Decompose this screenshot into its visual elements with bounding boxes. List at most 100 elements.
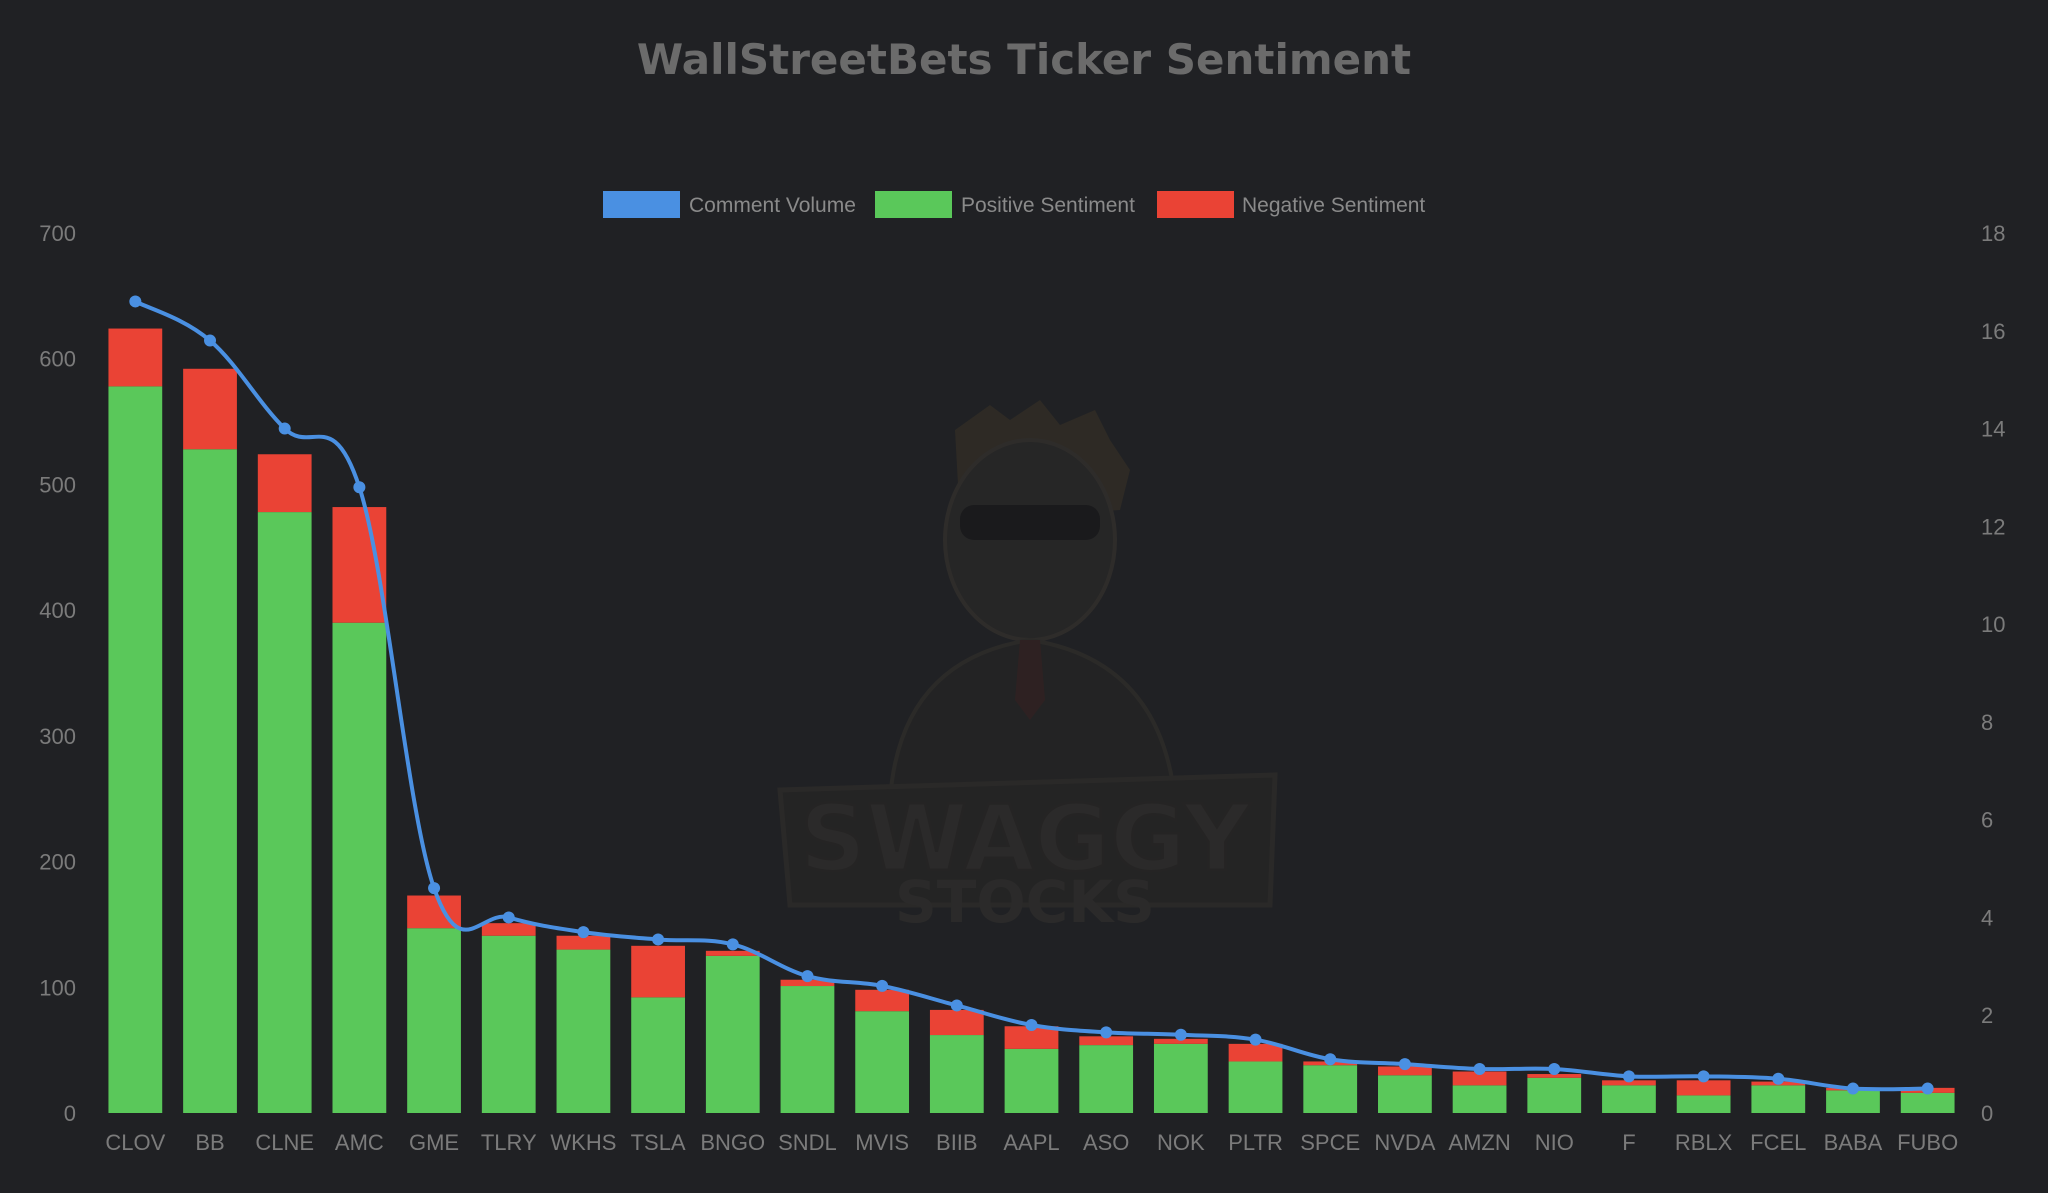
comment-volume-point-biib bbox=[950, 999, 963, 1012]
comment-volume-point-f bbox=[1622, 1070, 1635, 1083]
bar-negative-sndl bbox=[780, 979, 835, 987]
comment-volume-point-tlry bbox=[502, 911, 515, 924]
bar-negative-aapl bbox=[1004, 1026, 1059, 1049]
x-tick-label-nio: NIO bbox=[1535, 1130, 1574, 1155]
bar-positive-bb bbox=[183, 449, 237, 1113]
bar-positive-fubo bbox=[1900, 1092, 1955, 1113]
y-right-tick-label: 18 bbox=[1981, 221, 2005, 246]
x-tick-label-bb: BB bbox=[195, 1130, 224, 1155]
y-right-tick-label: 4 bbox=[1981, 905, 1993, 930]
comment-volume-point-mvis bbox=[876, 979, 889, 992]
x-tick-label-biib: BIIB bbox=[936, 1130, 978, 1155]
comment-volume-series bbox=[129, 295, 1934, 1095]
y-axis-right: 0 2 4 6 8 10 12 14 16 18 bbox=[1981, 221, 2005, 1126]
comment-volume-line bbox=[134, 299, 1928, 1092]
legend-label-positive-sentiment: Positive Sentiment bbox=[961, 194, 1135, 217]
watermark-line2: STOCKS bbox=[895, 868, 1155, 936]
legend-swatch-comment-volume bbox=[603, 191, 680, 218]
comment-volume-point-clne bbox=[278, 422, 291, 435]
bar-negative-clne bbox=[257, 454, 312, 513]
legend-swatch-negative-sentiment bbox=[1157, 191, 1234, 218]
x-tick-label-rblx: RBLX bbox=[1675, 1130, 1733, 1155]
bar-positive-nio bbox=[1527, 1077, 1582, 1113]
bar-series bbox=[108, 328, 1955, 1113]
x-tick-label-tsla: TSLA bbox=[631, 1130, 686, 1155]
x-tick-label-aapl: AAPL bbox=[1003, 1130, 1059, 1155]
bar-negative-rblx bbox=[1676, 1080, 1731, 1096]
y-right-tick-label: 2 bbox=[1981, 1003, 1993, 1028]
bar-positive-pltr bbox=[1228, 1061, 1283, 1113]
bar-positive-clne bbox=[257, 512, 312, 1113]
comment-volume-point-bb bbox=[204, 334, 217, 347]
bar-positive-clov bbox=[108, 386, 163, 1113]
y-left-tick-label: 400 bbox=[39, 598, 76, 623]
bar-positive-wkhs bbox=[556, 949, 611, 1113]
y-right-tick-label: 6 bbox=[1981, 808, 1993, 833]
bar-positive-baba bbox=[1826, 1090, 1880, 1113]
x-tick-label-sndl: SNDL bbox=[778, 1130, 837, 1155]
x-tick-label-amc: AMC bbox=[335, 1130, 384, 1155]
x-tick-label-clne: CLNE bbox=[255, 1130, 314, 1155]
comment-volume-point-rblx bbox=[1697, 1070, 1710, 1083]
watermark-tie bbox=[1015, 640, 1045, 720]
y-right-tick-label: 12 bbox=[1981, 514, 2005, 539]
comment-volume-point-nok bbox=[1174, 1028, 1187, 1041]
bar-negative-mvis bbox=[855, 989, 910, 1012]
x-tick-label-fubo: FUBO bbox=[1897, 1130, 1958, 1155]
y-right-tick-label: 10 bbox=[1981, 612, 2005, 637]
bar-positive-tlry bbox=[481, 935, 536, 1113]
x-tick-label-nvda: NVDA bbox=[1374, 1130, 1435, 1155]
x-tick-label-clov: CLOV bbox=[105, 1130, 165, 1155]
y-left-tick-label: 0 bbox=[64, 1101, 76, 1126]
y-right-tick-label: 16 bbox=[1981, 319, 2005, 344]
bar-positive-gme bbox=[407, 928, 461, 1113]
x-tick-label-wkhs: WKHS bbox=[550, 1130, 616, 1155]
bar-negative-nio bbox=[1527, 1074, 1582, 1078]
comment-volume-point-spce bbox=[1324, 1053, 1337, 1066]
bar-positive-spce bbox=[1303, 1065, 1358, 1113]
bar-negative-bngo bbox=[705, 950, 760, 956]
bar-negative-aso bbox=[1079, 1036, 1134, 1046]
bar-negative-clov bbox=[108, 328, 163, 387]
legend-label-comment-volume: Comment Volume bbox=[689, 194, 856, 217]
comment-volume-point-amc bbox=[353, 481, 366, 494]
bar-positive-amzn bbox=[1452, 1085, 1507, 1113]
y-left-tick-label: 100 bbox=[39, 975, 76, 1000]
y-left-tick-label: 200 bbox=[39, 850, 76, 875]
y-axis-left: 0 100 200 300 400 500 600 700 bbox=[39, 221, 76, 1126]
bar-positive-sndl bbox=[780, 986, 835, 1113]
bar-positive-aso bbox=[1079, 1045, 1134, 1113]
bar-negative-tsla bbox=[631, 945, 685, 998]
comment-volume-point-nvda bbox=[1398, 1058, 1411, 1071]
bar-negative-pltr bbox=[1228, 1043, 1283, 1062]
x-tick-label-amzn: AMZN bbox=[1448, 1130, 1510, 1155]
bar-positive-nvda bbox=[1378, 1075, 1432, 1113]
x-tick-label-f: F bbox=[1622, 1130, 1635, 1155]
x-tick-label-nok: NOK bbox=[1157, 1130, 1205, 1155]
x-tick-label-spce: SPCE bbox=[1300, 1130, 1360, 1155]
bar-positive-f bbox=[1602, 1085, 1656, 1113]
bar-positive-aapl bbox=[1004, 1048, 1059, 1113]
x-tick-label-tlry: TLRY bbox=[481, 1130, 537, 1155]
x-axis: CLOV BB CLNE AMC GME TLRY WKHS TSLA BNGO SNDL MVIS… bbox=[105, 1130, 1958, 1155]
bar-positive-nok bbox=[1153, 1043, 1208, 1113]
bar-negative-nok bbox=[1153, 1038, 1208, 1044]
bar-positive-biib bbox=[929, 1035, 984, 1113]
y-left-tick-label: 300 bbox=[39, 724, 76, 749]
comment-volume-point-aso bbox=[1100, 1026, 1113, 1039]
comment-volume-point-wkhs bbox=[577, 926, 590, 939]
x-tick-label-pltr: PLTR bbox=[1228, 1130, 1283, 1155]
comment-volume-point-clov bbox=[129, 295, 142, 308]
comment-volume-point-nio bbox=[1548, 1063, 1561, 1075]
comment-volume-point-baba bbox=[1846, 1082, 1859, 1095]
watermark-banner bbox=[777, 772, 1278, 908]
bar-positive-amc bbox=[332, 622, 387, 1113]
comment-volume-point-aapl bbox=[1025, 1019, 1038, 1031]
y-left-tick-label: 600 bbox=[39, 347, 76, 372]
watermark-line1: SWAGGY bbox=[800, 785, 1252, 892]
comment-volume-point-amzn bbox=[1473, 1063, 1486, 1075]
bar-negative-tlry bbox=[481, 923, 536, 936]
comment-volume-point-bngo bbox=[726, 938, 739, 951]
